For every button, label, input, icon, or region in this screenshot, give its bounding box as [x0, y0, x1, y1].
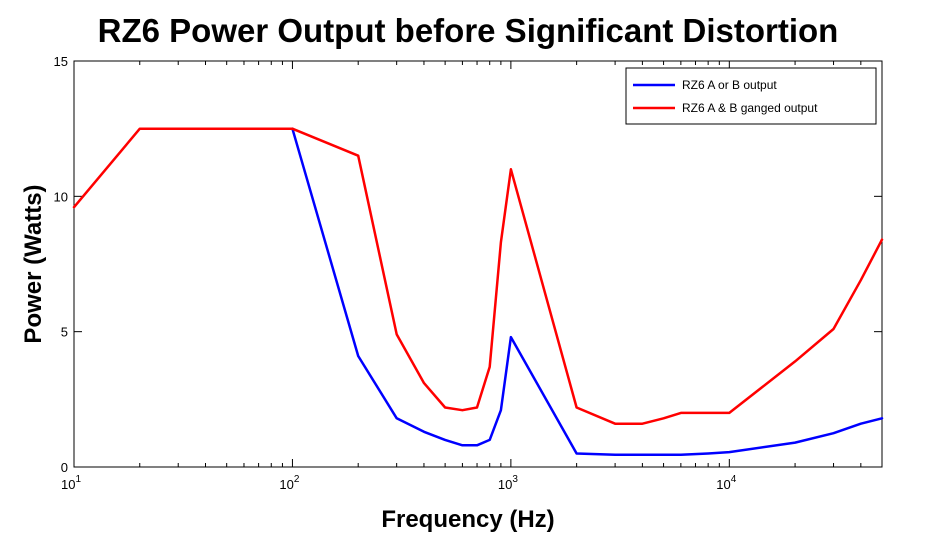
series-line-2 [72, 127, 884, 425]
y-axis-label: Power (Watts) [20, 184, 47, 343]
legend: RZ6 A or B output RZ6 A & B ganged outpu… [625, 67, 877, 125]
x-tick-exponent: 2 [294, 474, 300, 485]
series-line-1 [291, 127, 884, 457]
x-tick-exponent: 4 [731, 474, 737, 485]
y-tick-label: 0 [61, 460, 68, 475]
x-axis-label: Frequency (Hz) [381, 506, 554, 533]
x-tick-exponent: 1 [75, 474, 81, 485]
legend-box [625, 67, 877, 125]
y-tick-label: 5 [61, 325, 68, 340]
x-tick-exponent: 3 [512, 474, 518, 485]
legend-label-series-1: RZ6 A or B output [682, 78, 777, 92]
y-tick-label: 15 [54, 54, 68, 69]
y-tick-label: 10 [54, 189, 68, 204]
chart-title: RZ6 Power Output before Significant Dist… [98, 12, 839, 49]
legend-label-series-2: RZ6 A & B ganged output [682, 101, 818, 115]
series-layer [72, 127, 884, 457]
